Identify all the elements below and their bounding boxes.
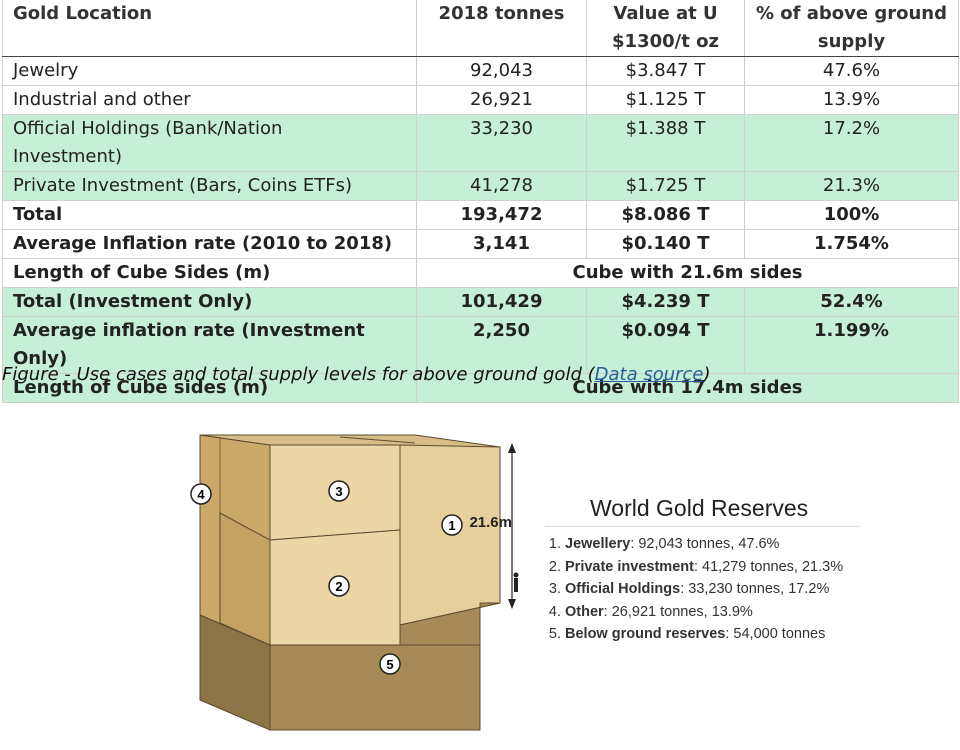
- marker-4: 4: [190, 483, 212, 505]
- row-tonnes: 3,141: [416, 229, 587, 259]
- height-label: 21.6m: [469, 514, 512, 531]
- figure-caption: Figure - Use cases and total supply leve…: [2, 364, 711, 385]
- table-row: Private Investment (Bars, Coins ETFs) 41…: [2, 171, 959, 201]
- svg-text:5: 5: [386, 657, 393, 672]
- gold-cube-diagram: 21.6m 1 2 3 4 5: [190, 434, 519, 731]
- table-row: Average Inflation rate (2010 to 2018) 3,…: [2, 229, 959, 259]
- legend-list: Jewellery: 92,043 tonnes, 47.6% Private …: [545, 533, 875, 646]
- row-value: $3.847 T: [586, 56, 745, 86]
- person-icon: [513, 572, 519, 592]
- header-value: Value at U $1300/t oz: [586, 0, 745, 57]
- header-tonnes: 2018 tonnes: [416, 0, 587, 57]
- svg-text:2: 2: [335, 579, 342, 594]
- gold-reserves-legend: World Gold Reserves Jewellery: 92,043 to…: [545, 495, 875, 646]
- data-source-link[interactable]: Data source: [594, 364, 704, 385]
- table-row: Length of Cube Sides (m) Cube with 21.6m…: [2, 258, 959, 288]
- row-value: $0.094 T: [586, 316, 745, 374]
- row-label: Private Investment (Bars, Coins ETFs): [2, 171, 417, 201]
- row-value: $1.725 T: [586, 171, 745, 201]
- row-percent: 13.9%: [744, 85, 959, 115]
- table-header-row: Gold Location 2018 tonnes Value at U $130…: [2, 0, 959, 57]
- table-row: Jewelry 92,043 $3.847 T 47.6%: [2, 56, 959, 86]
- row-tonnes: 193,472: [416, 200, 587, 230]
- legend-item: Below ground reserves: 54,000 tonnes: [565, 623, 875, 646]
- row-tonnes: 101,429: [416, 287, 587, 317]
- row-label: Jewelry: [2, 56, 417, 86]
- row-value: $1.125 T: [586, 85, 745, 115]
- row-value: $4.239 T: [586, 287, 745, 317]
- row-percent: 1.199%: [744, 316, 959, 374]
- header-percent: % of above ground supply: [744, 0, 959, 57]
- legend-item: Official Holdings: 33,230 tonnes, 17.2%: [565, 578, 875, 601]
- header-gold-location: Gold Location: [2, 0, 417, 57]
- cube-face-1-lower: [399, 602, 501, 646]
- row-label: Total (Investment Only): [2, 287, 417, 317]
- table-row: Official Holdings (Bank/Nation Investment…: [2, 114, 959, 172]
- marker-5: 5: [379, 653, 401, 675]
- table-row: Average inflation rate (Investment Only)…: [2, 316, 959, 374]
- cube-below-front: [269, 644, 481, 731]
- marker-2: 2: [328, 575, 350, 597]
- legend-item: Other: 26,921 tonnes, 13.9%: [565, 601, 875, 624]
- row-merged-cube: Cube with 17.4m sides: [416, 373, 959, 403]
- row-percent: 52.4%: [744, 287, 959, 317]
- svg-text:1: 1: [448, 518, 455, 533]
- row-label: Average inflation rate (Investment Only): [2, 316, 417, 374]
- marker-3: 3: [328, 480, 350, 502]
- row-label: Length of Cube Sides (m): [2, 258, 417, 288]
- row-label: Total: [2, 200, 417, 230]
- row-merged-cube: Cube with 21.6m sides: [416, 258, 959, 288]
- row-label: Average Inflation rate (2010 to 2018): [2, 229, 417, 259]
- table-row: Industrial and other 26,921 $1.125 T 13.…: [2, 85, 959, 115]
- row-label: Length of Cube sides (m): [2, 373, 417, 403]
- row-percent: 1.754%: [744, 229, 959, 259]
- row-percent: 21.3%: [744, 171, 959, 201]
- gold-table: Gold Location 2018 tonnes Value at U $130…: [2, 0, 959, 403]
- table-row: Total 193,472 $8.086 T 100%: [2, 200, 959, 230]
- row-value: $1.388 T: [586, 114, 745, 172]
- row-value: $8.086 T: [586, 200, 745, 230]
- row-tonnes: 26,921: [416, 85, 587, 115]
- row-tonnes: 33,230: [416, 114, 587, 172]
- table-row: Total (Investment Only) 101,429 $4.239 T…: [2, 287, 959, 317]
- legend-item: Jewellery: 92,043 tonnes, 47.6%: [565, 533, 875, 556]
- row-percent: 17.2%: [744, 114, 959, 172]
- legend-title: World Gold Reserves: [590, 495, 809, 521]
- svg-text:4: 4: [197, 487, 205, 502]
- legend-divider: [545, 526, 860, 527]
- row-tonnes: 2,250: [416, 316, 587, 374]
- row-value: $0.140 T: [586, 229, 745, 259]
- row-tonnes: 41,278: [416, 171, 587, 201]
- row-label: Industrial and other: [2, 85, 417, 115]
- marker-1: 1: [441, 514, 463, 536]
- row-percent: 47.6%: [744, 56, 959, 86]
- svg-text:3: 3: [335, 484, 342, 499]
- row-label: Official Holdings (Bank/Nation Investment…: [2, 114, 417, 172]
- legend-item: Private investment: 41,279 tonnes, 21.3%: [565, 556, 875, 579]
- row-percent: 100%: [744, 200, 959, 230]
- table-row: Length of Cube sides (m) Cube with 17.4m…: [2, 373, 959, 403]
- row-tonnes: 92,043: [416, 56, 587, 86]
- cube-left-lower: [219, 512, 271, 646]
